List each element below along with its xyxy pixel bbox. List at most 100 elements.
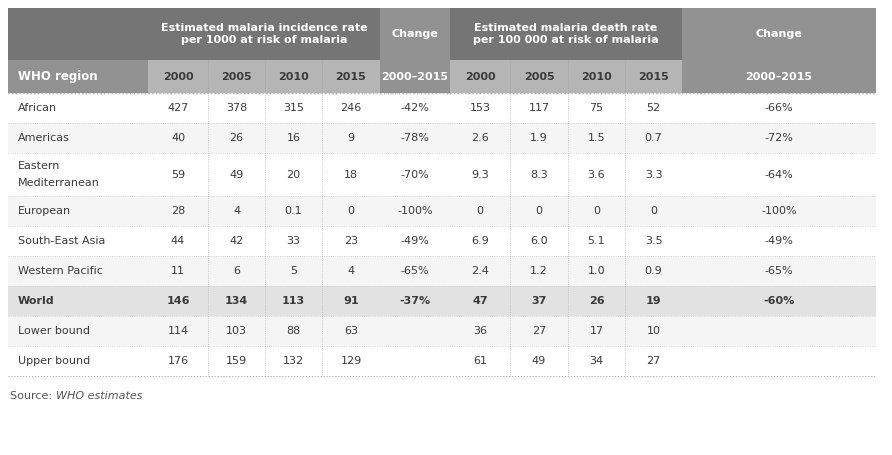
Text: 2.6: 2.6 (471, 133, 489, 143)
Bar (8, 60, 148, 93)
Text: Source:: Source: (10, 391, 55, 401)
Bar (8, 196, 876, 226)
Text: 2005: 2005 (221, 71, 252, 81)
Text: 3.3: 3.3 (645, 170, 663, 180)
Text: -64%: -64% (764, 170, 793, 180)
Bar (450, 8, 682, 60)
Text: -72%: -72% (764, 133, 794, 143)
Text: 52: 52 (647, 103, 661, 113)
Bar (380, 60, 450, 93)
Text: 40: 40 (171, 133, 185, 143)
Text: Eastern: Eastern (18, 161, 61, 171)
Text: 2000: 2000 (162, 71, 194, 81)
Text: 16: 16 (286, 133, 301, 143)
Text: 20: 20 (286, 170, 301, 180)
Text: Upper bound: Upper bound (18, 356, 90, 366)
Text: 0: 0 (476, 206, 483, 216)
Text: Americas: Americas (18, 133, 70, 143)
Text: 27: 27 (532, 326, 546, 336)
Text: 1.0: 1.0 (588, 266, 606, 276)
Text: 3.6: 3.6 (588, 170, 606, 180)
Text: WHO estimates: WHO estimates (56, 391, 143, 401)
Text: 11: 11 (171, 266, 185, 276)
Text: 134: 134 (225, 296, 248, 306)
Text: 9: 9 (348, 133, 354, 143)
Text: 246: 246 (341, 103, 361, 113)
Text: 2010: 2010 (278, 71, 309, 81)
Text: 5.1: 5.1 (588, 236, 606, 246)
Bar (8, 123, 876, 153)
Text: 4: 4 (233, 206, 240, 216)
Bar (8, 316, 876, 346)
Text: 0: 0 (650, 206, 657, 216)
Bar (380, 8, 450, 60)
Text: 18: 18 (344, 170, 358, 180)
Text: -78%: -78% (401, 133, 429, 143)
Text: 34: 34 (590, 356, 604, 366)
Text: European: European (18, 206, 71, 216)
Text: 49: 49 (532, 356, 546, 366)
Text: 6.9: 6.9 (471, 236, 489, 246)
Text: -49%: -49% (764, 236, 794, 246)
Text: Lower bound: Lower bound (18, 326, 90, 336)
Text: 88: 88 (286, 326, 301, 336)
Text: -49%: -49% (401, 236, 429, 246)
Text: 75: 75 (590, 103, 604, 113)
Text: 26: 26 (589, 296, 604, 306)
Text: 26: 26 (229, 133, 244, 143)
Text: -66%: -66% (764, 103, 793, 113)
Bar (8, 256, 876, 286)
Text: 3.5: 3.5 (645, 236, 663, 246)
Text: 49: 49 (229, 170, 244, 180)
Text: 2.4: 2.4 (471, 266, 489, 276)
Text: 0.9: 0.9 (645, 266, 663, 276)
Text: 4: 4 (348, 266, 354, 276)
Text: 47: 47 (472, 296, 488, 306)
Text: 36: 36 (473, 326, 487, 336)
Text: -100%: -100% (397, 206, 433, 216)
Text: 23: 23 (344, 236, 358, 246)
Text: -100%: -100% (761, 206, 797, 216)
Bar (450, 60, 510, 93)
Text: 1.2: 1.2 (530, 266, 548, 276)
Text: 2000–2015: 2000–2015 (382, 71, 449, 81)
Text: 0: 0 (593, 206, 600, 216)
Text: Mediterranean: Mediterranean (18, 178, 100, 188)
Text: WHO region: WHO region (18, 70, 97, 83)
Text: 27: 27 (647, 356, 661, 366)
Bar (625, 60, 682, 93)
Text: 2000: 2000 (465, 71, 495, 81)
Text: 315: 315 (283, 103, 304, 113)
Text: 132: 132 (283, 356, 304, 366)
Text: 117: 117 (528, 103, 549, 113)
Text: -65%: -65% (764, 266, 793, 276)
Text: 8.3: 8.3 (530, 170, 548, 180)
Text: 0.1: 0.1 (285, 206, 302, 216)
Bar (8, 93, 876, 123)
Text: 44: 44 (171, 236, 186, 246)
Text: 28: 28 (171, 206, 186, 216)
Text: 6: 6 (233, 266, 240, 276)
Bar (8, 226, 876, 256)
Text: 2015: 2015 (335, 71, 367, 81)
Bar (568, 60, 625, 93)
Text: 0.7: 0.7 (645, 133, 663, 143)
Bar (208, 60, 265, 93)
Text: 159: 159 (226, 356, 247, 366)
Bar (8, 153, 876, 196)
Bar (265, 60, 322, 93)
Bar (682, 8, 876, 60)
Text: 129: 129 (341, 356, 361, 366)
Text: -60%: -60% (764, 296, 795, 306)
Text: Change: Change (392, 29, 438, 39)
Text: 153: 153 (469, 103, 491, 113)
Text: Change: Change (756, 29, 803, 39)
Text: 19: 19 (646, 296, 661, 306)
Text: 2005: 2005 (524, 71, 554, 81)
Text: 2000–2015: 2000–2015 (746, 71, 813, 81)
Text: 0: 0 (348, 206, 354, 216)
Text: South-East Asia: South-East Asia (18, 236, 105, 246)
Bar (510, 60, 568, 93)
Text: 2015: 2015 (638, 71, 669, 81)
Text: 91: 91 (343, 296, 359, 306)
